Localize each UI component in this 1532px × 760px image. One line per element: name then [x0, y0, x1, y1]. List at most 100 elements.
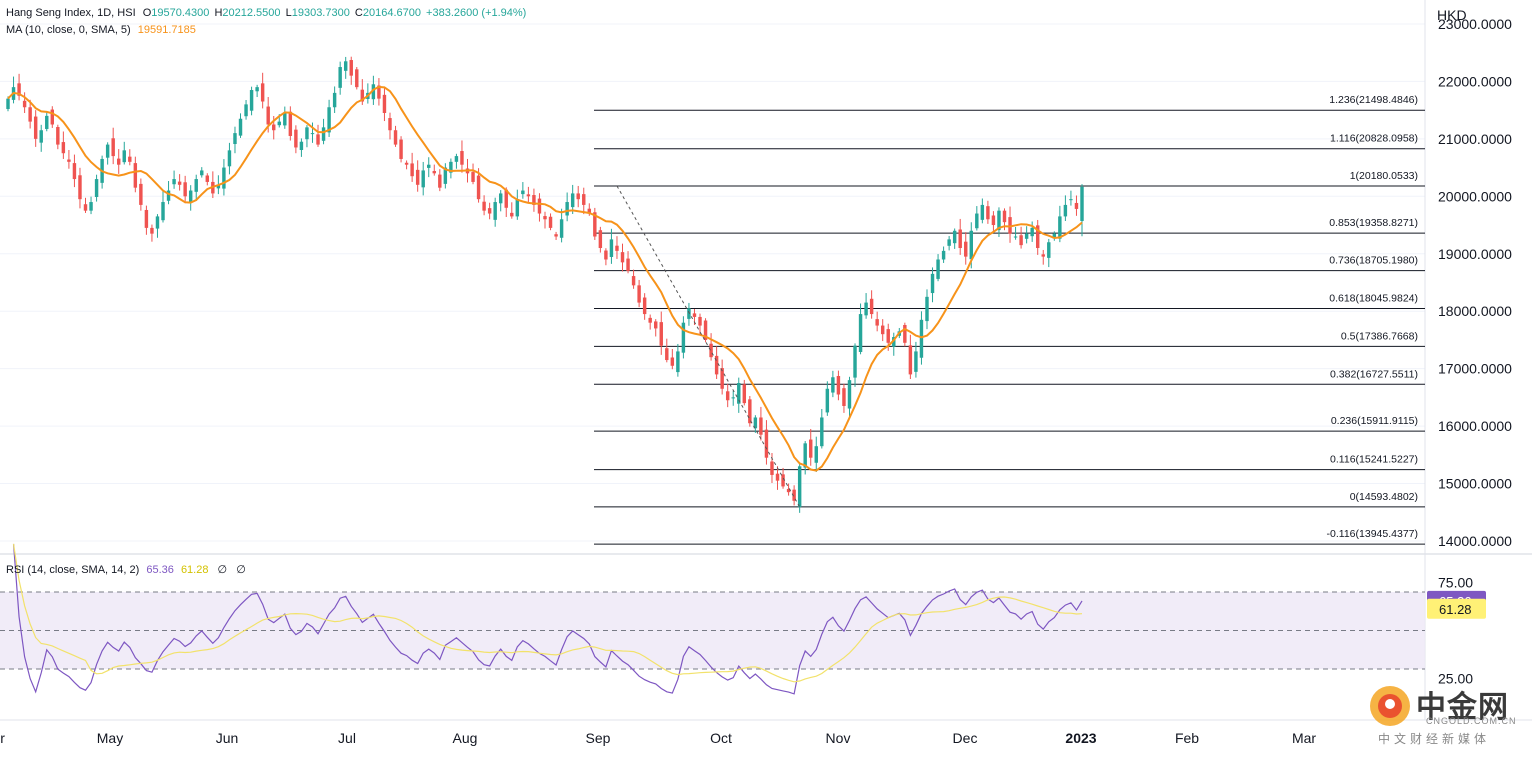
candle-body	[283, 112, 287, 126]
legend-low-label: L	[285, 7, 292, 19]
candle-body	[139, 183, 143, 205]
candle-body	[593, 212, 597, 237]
time-axis-label: Nov	[826, 730, 851, 746]
fib-level-label: 0.853(19358.8271)	[1329, 217, 1418, 229]
candle-body	[438, 174, 442, 188]
candle-body	[620, 252, 625, 263]
candle-body	[449, 161, 453, 173]
ma-line	[7, 85, 1083, 472]
watermark-tagline: 中文财经新媒体	[1378, 732, 1491, 746]
candle-body	[155, 216, 160, 229]
fib-level-label: 0.382(16727.5511)	[1330, 368, 1418, 380]
candle-body	[260, 83, 265, 102]
candle-body	[355, 69, 359, 88]
candle-body	[504, 189, 508, 208]
candle-body	[1024, 233, 1029, 239]
rsi-tick-label: 25.00	[1438, 671, 1473, 687]
candle-body	[111, 138, 115, 157]
candle-body	[670, 357, 675, 366]
legend-rsi-extra1: ∅	[217, 564, 228, 576]
candle-body	[1035, 225, 1040, 249]
candle-body	[831, 377, 835, 393]
price-tick-label: 17000.0000	[1438, 361, 1512, 377]
candle-body	[227, 150, 232, 167]
candle-body	[443, 167, 448, 184]
candle-body	[371, 84, 376, 100]
candle-body	[498, 193, 503, 204]
candle-body	[233, 133, 237, 145]
legend-close: 20164.6700	[362, 7, 421, 19]
candle-body	[615, 245, 619, 251]
candle-body	[244, 104, 248, 117]
legend-rsi-ma-value: 61.28	[180, 564, 209, 576]
candle-body	[930, 273, 935, 294]
candle-body	[858, 314, 863, 352]
candle-body	[737, 383, 741, 404]
candle-body	[294, 129, 298, 148]
candle-body	[864, 302, 868, 316]
candle-body	[28, 107, 32, 122]
candle-body	[117, 158, 121, 165]
candle-body	[952, 230, 957, 244]
time-axis-label: 2023	[1065, 730, 1096, 746]
candle-body	[543, 216, 547, 220]
candle-body	[786, 488, 791, 493]
candle-body	[764, 429, 769, 458]
candle-body	[1058, 216, 1062, 239]
candle-body	[349, 60, 353, 76]
candle-body	[853, 345, 857, 378]
candle-body	[820, 417, 824, 447]
candle-body	[814, 446, 818, 463]
legend-ma-value: 19591.7185	[137, 24, 196, 36]
time-axis-label: Dec	[953, 730, 978, 746]
legend-rsi: RSI (14, close, SMA, 14, 2) 65.36 61.28 …	[6, 563, 246, 576]
time-axis-label: Mar	[1292, 730, 1316, 746]
candle-body	[847, 380, 852, 409]
legend-rsi-value: 65.36	[146, 564, 174, 576]
fib-level-label: 0.736(18705.1980)	[1329, 255, 1418, 267]
candle-body	[172, 179, 176, 185]
price-tick-label: 21000.0000	[1438, 131, 1512, 147]
candle-body	[969, 230, 973, 260]
candle-body	[908, 345, 913, 375]
rsi-ma-value-badge	[1427, 598, 1486, 619]
legend-ma-name: MA (10, close, 0, SMA, 5)	[6, 24, 131, 36]
candle-body	[554, 234, 558, 237]
fib-level-label: 0.116(15241.5227)	[1330, 454, 1418, 466]
candle-body	[720, 368, 724, 389]
legend-low: 19303.7300	[291, 7, 350, 19]
candle-body	[919, 319, 924, 358]
candle-body	[343, 61, 348, 71]
candle-body	[665, 348, 669, 361]
candle-body	[1019, 235, 1023, 246]
candle-body	[515, 199, 520, 217]
candle-body	[659, 322, 663, 346]
price-tick-label: 22000.0000	[1438, 73, 1512, 89]
time-axis-label: Oct	[710, 730, 732, 746]
rsi-line	[12, 543, 1083, 695]
cngold-logo-icon	[1370, 686, 1410, 726]
price-tick-label: 19000.0000	[1438, 246, 1512, 262]
candle-body	[1074, 202, 1079, 209]
candle-body	[205, 175, 210, 182]
price-tick-label: 15000.0000	[1438, 476, 1512, 492]
legend-high: 20212.5500	[222, 7, 281, 19]
candle-body	[936, 259, 940, 279]
candle-body	[964, 241, 968, 257]
candle-body	[222, 167, 226, 189]
candle-body	[255, 87, 259, 92]
candle-body	[144, 209, 149, 228]
price-tick-label: 20000.0000	[1438, 188, 1512, 204]
candle-body	[869, 298, 874, 315]
candle-body	[421, 170, 425, 188]
candle-body	[925, 296, 929, 322]
candle-body	[797, 466, 802, 508]
candle-body	[892, 337, 896, 347]
candle-body	[1080, 186, 1084, 221]
candle-body	[526, 194, 531, 197]
candle-body	[194, 179, 198, 192]
watermark-logo: 中金网 CNGOLD.COM.CN 中文财经新媒体	[1364, 680, 1524, 750]
candle-body	[460, 151, 464, 165]
candle-body	[128, 156, 132, 162]
